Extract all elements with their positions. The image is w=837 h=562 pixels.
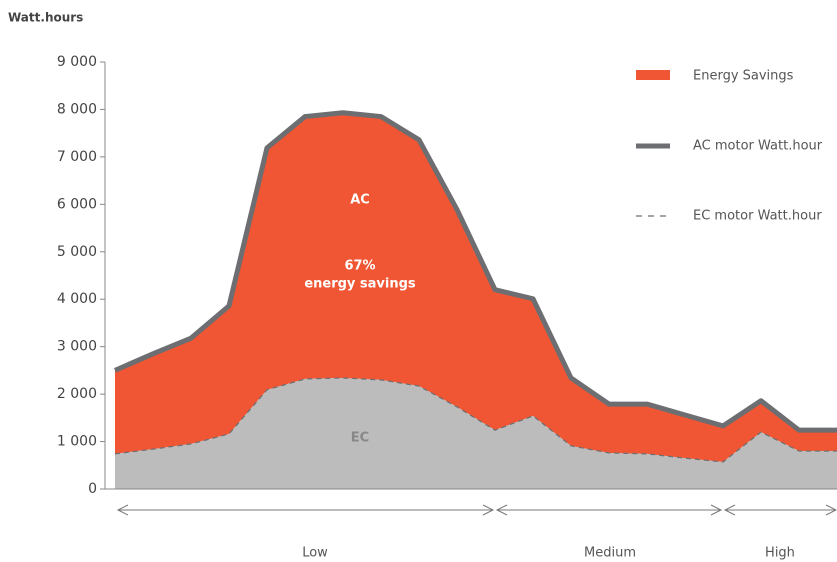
y-tick-label: 2 000 <box>57 386 97 402</box>
range-label: Low <box>302 546 328 561</box>
range-label: High <box>765 546 795 561</box>
annotation: 67% <box>344 259 375 274</box>
arrow-head <box>495 504 508 516</box>
arrow-head <box>825 504 837 516</box>
y-tick-label: 3 000 <box>57 339 97 355</box>
annotation: AC <box>350 193 370 208</box>
arrow-head <box>710 504 723 516</box>
ec-area <box>115 377 837 489</box>
y-tick-label: 4 000 <box>57 291 97 307</box>
y-tick-label: 1 000 <box>57 434 97 450</box>
y-tick-label: 8 000 <box>57 101 97 117</box>
annotation: energy savings <box>304 277 416 292</box>
y-axis-title: Watt.hours <box>8 11 83 25</box>
legend-swatch <box>636 70 670 80</box>
legend-label: Energy Savings <box>693 69 794 84</box>
arrow-head <box>482 504 495 516</box>
legend-label: EC motor Watt.hour <box>693 209 822 224</box>
ec-line <box>114 377 837 463</box>
y-tick-label: 7 000 <box>57 149 97 165</box>
y-tick-label: 5 000 <box>57 244 97 260</box>
legend-label: AC motor Watt.hour <box>693 139 823 154</box>
y-tick-label: 0 <box>88 481 97 497</box>
savings-area <box>115 112 837 462</box>
ac-line <box>113 110 837 433</box>
arrow-head <box>116 504 129 516</box>
range-label: Medium <box>584 546 636 561</box>
annotation: EC <box>351 431 369 446</box>
arrow-head <box>723 504 736 516</box>
y-tick-label: 6 000 <box>57 196 97 212</box>
y-tick-label: 9 000 <box>57 54 97 70</box>
